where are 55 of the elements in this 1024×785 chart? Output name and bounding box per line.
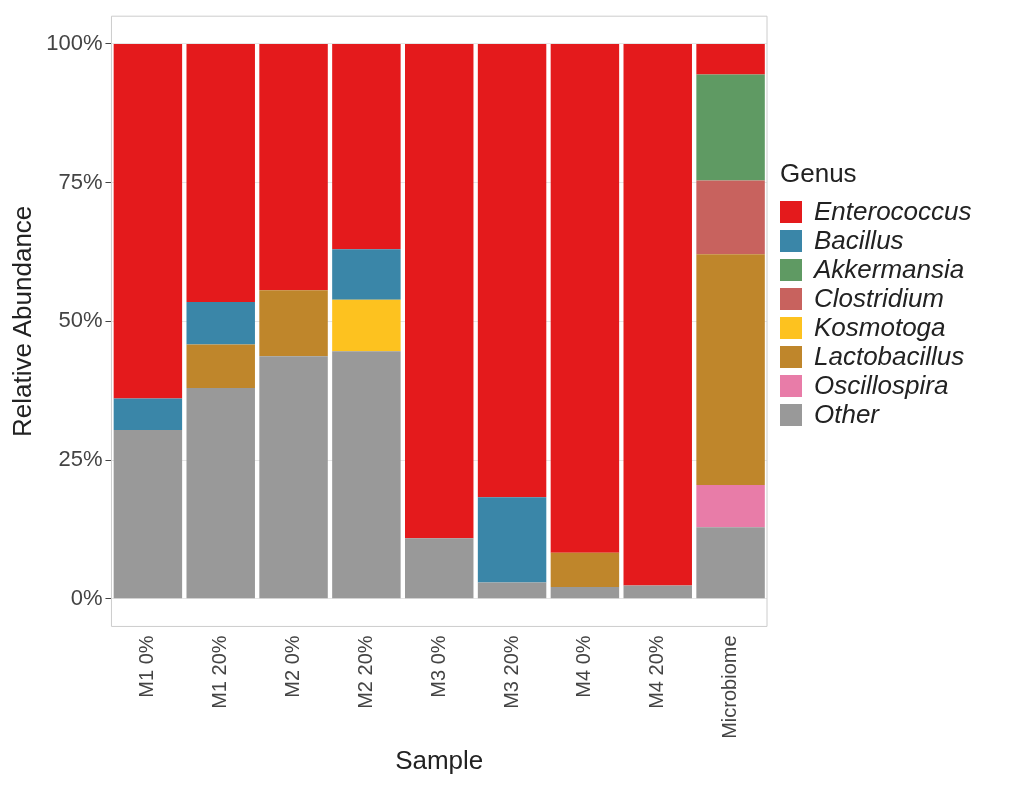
legend-label: Oscillospira (814, 370, 949, 401)
bar (477, 582, 547, 599)
bar (696, 43, 765, 75)
bar (186, 344, 255, 388)
legend-label: Lactobacillus (814, 341, 965, 372)
legend-label: Kosmotoga (814, 312, 946, 343)
bar (405, 43, 474, 539)
x-tick-label: Microbiome (718, 635, 741, 739)
legend-label: Akkermansia (814, 254, 965, 285)
x-tick-label: M3 20% (499, 635, 522, 709)
bar (696, 180, 765, 255)
bar (477, 43, 547, 498)
x-tick-label: M2 0% (281, 635, 304, 698)
x-tick-label: M4 20% (645, 635, 668, 709)
legend-title: Genus (780, 158, 858, 189)
bar (405, 538, 474, 599)
bar (186, 387, 255, 599)
bar (550, 587, 620, 599)
x-tick-label: M1 20% (208, 635, 231, 709)
y-tick-label: 100% (46, 30, 103, 55)
bar (550, 552, 620, 588)
bar (623, 585, 692, 599)
legend-label: Other (814, 399, 880, 430)
y-axis-title: Relative Abundance (6, 205, 37, 437)
x-tick-label: M3 0% (426, 635, 449, 698)
bar (696, 484, 765, 528)
bar (696, 254, 765, 485)
bar (113, 398, 183, 431)
bar (477, 497, 547, 583)
x-axis-title: Sample (395, 744, 484, 775)
legend-label: Clostridium (814, 283, 945, 314)
bar (259, 356, 328, 599)
bar (259, 43, 328, 291)
y-tick-label: 75% (58, 168, 103, 194)
y-tick-label: 25% (58, 446, 103, 472)
bar (113, 43, 183, 399)
bar (696, 74, 765, 181)
y-tick-label: 50% (58, 307, 103, 333)
bar (623, 43, 692, 586)
bar (186, 43, 255, 302)
bar (696, 527, 765, 599)
bar (550, 43, 620, 553)
x-tick-label: M2 20% (353, 635, 376, 709)
legend-label: Enterococcus (814, 196, 972, 227)
bar (332, 43, 401, 250)
bar (332, 299, 401, 352)
bar (259, 290, 328, 357)
bar (113, 430, 183, 599)
bar (332, 351, 401, 599)
legend-label: Bacillus (814, 225, 904, 256)
x-tick-label: M4 0% (572, 635, 595, 698)
y-tick-label: 0% (70, 584, 103, 610)
bar (332, 249, 401, 300)
x-tick-label: M1 0% (135, 635, 158, 698)
bar (186, 301, 255, 345)
